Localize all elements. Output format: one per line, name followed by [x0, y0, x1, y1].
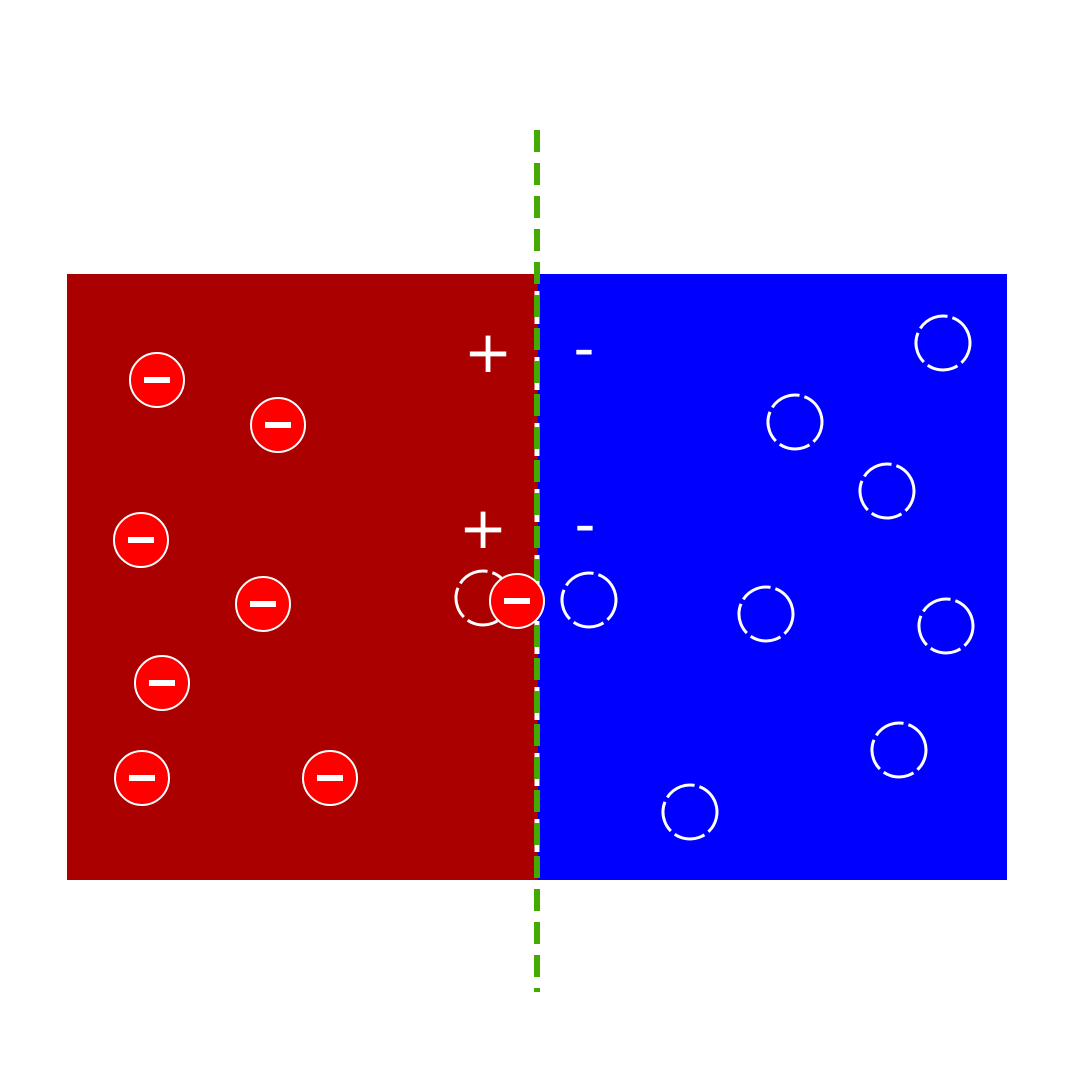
minus-sign-icon	[144, 377, 170, 383]
negative-ion	[113, 512, 169, 568]
minus-sign-icon	[149, 680, 175, 686]
depletion-charges: + + - -	[459, 314, 596, 562]
negative-ion	[134, 655, 190, 711]
hole-circle	[917, 597, 975, 655]
hole-circle	[737, 585, 795, 643]
minus-sign-icon	[504, 598, 530, 604]
negative-ion	[114, 750, 170, 806]
hole-circle	[560, 571, 618, 629]
minus-sign-icon	[265, 422, 291, 428]
negative-ion	[235, 576, 291, 632]
hole-circle	[914, 314, 972, 372]
negative-charge-label: -	[574, 314, 595, 382]
n-type-region	[538, 274, 1007, 880]
hole-circle	[661, 783, 719, 841]
negative-ion	[250, 397, 306, 453]
negative-ion	[129, 352, 185, 408]
hole-circle	[870, 721, 928, 779]
negative-ion	[302, 750, 358, 806]
hole-circle	[858, 462, 916, 520]
negative-ion	[489, 573, 545, 629]
negative-ions-group	[113, 352, 545, 806]
minus-sign-icon	[128, 537, 154, 543]
minus-sign-icon	[317, 775, 343, 781]
minus-sign-icon	[129, 775, 155, 781]
hole-circle	[766, 393, 824, 451]
holes-group	[454, 314, 975, 841]
minus-sign-icon	[250, 601, 276, 607]
negative-charge-label: -	[575, 490, 596, 558]
positive-charge-label: +	[464, 318, 513, 386]
positive-charge-label: +	[459, 494, 508, 562]
